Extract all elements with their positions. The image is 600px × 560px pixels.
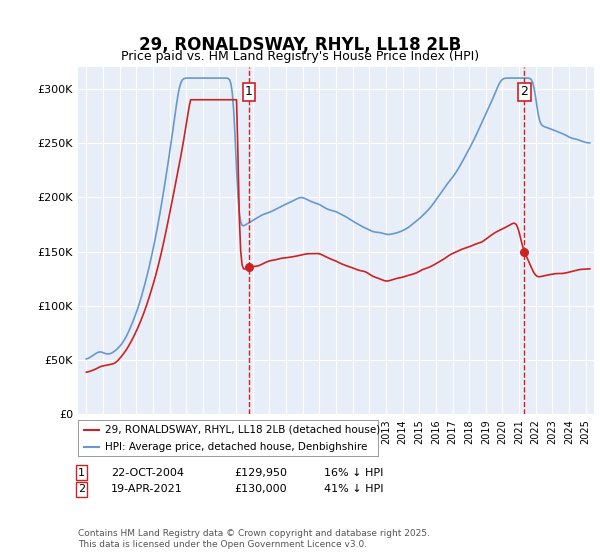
- Text: HPI: Average price, detached house, Denbighshire: HPI: Average price, detached house, Denb…: [105, 442, 367, 451]
- Text: 29, RONALDSWAY, RHYL, LL18 2LB (detached house): 29, RONALDSWAY, RHYL, LL18 2LB (detached…: [105, 425, 380, 435]
- Text: 1: 1: [245, 85, 253, 98]
- Text: 19-APR-2021: 19-APR-2021: [111, 484, 183, 494]
- Text: 2: 2: [78, 484, 85, 494]
- Point: [244, 263, 254, 272]
- Text: Price paid vs. HM Land Registry's House Price Index (HPI): Price paid vs. HM Land Registry's House …: [121, 50, 479, 63]
- Text: 16% ↓ HPI: 16% ↓ HPI: [324, 468, 383, 478]
- Text: £129,950: £129,950: [234, 468, 287, 478]
- Text: £130,000: £130,000: [234, 484, 287, 494]
- Text: 29, RONALDSWAY, RHYL, LL18 2LB: 29, RONALDSWAY, RHYL, LL18 2LB: [139, 36, 461, 54]
- Text: 2: 2: [521, 85, 529, 98]
- Text: 1: 1: [78, 468, 85, 478]
- Text: 41% ↓ HPI: 41% ↓ HPI: [324, 484, 383, 494]
- Point: [520, 247, 529, 256]
- Text: Contains HM Land Registry data © Crown copyright and database right 2025.
This d: Contains HM Land Registry data © Crown c…: [78, 529, 430, 549]
- Text: 22-OCT-2004: 22-OCT-2004: [111, 468, 184, 478]
